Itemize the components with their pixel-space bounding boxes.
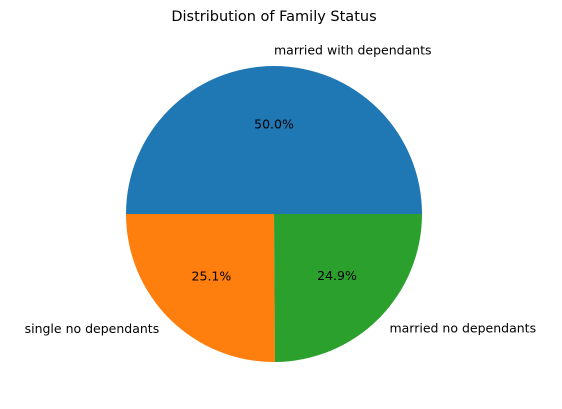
pie-slices bbox=[126, 66, 422, 362]
pie-slice-married-with-dependants bbox=[126, 66, 422, 214]
pct-label-married-with-dependants: 50.0% bbox=[254, 117, 294, 132]
pie-labels: married with dependants 50.0% single no de… bbox=[25, 43, 536, 336]
chart-title: Distribution of Family Status bbox=[171, 9, 376, 25]
pct-label-single-no-dependants: 25.1% bbox=[192, 268, 232, 283]
pct-label-married-no-dependants: 24.9% bbox=[317, 268, 357, 283]
slice-label-married-no-dependants: married no dependants bbox=[389, 320, 536, 335]
pie-slice-married-no-dependants bbox=[274, 214, 422, 362]
slice-label-single-no-dependants: single no dependants bbox=[25, 321, 160, 336]
slice-label-married-with-dependants: married with dependants bbox=[274, 43, 432, 58]
pie-slice-single-no-dependants bbox=[126, 214, 275, 362]
